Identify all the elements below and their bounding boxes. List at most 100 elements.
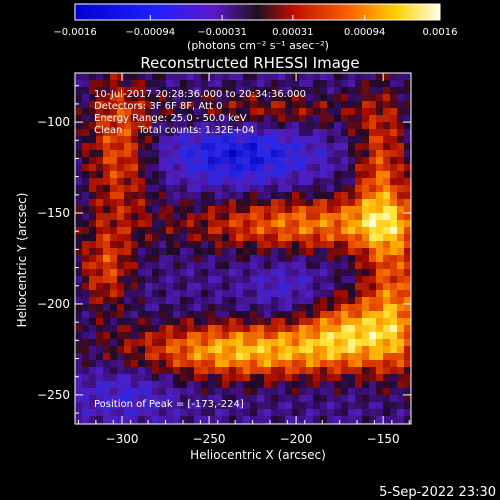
- heatmap-cell: [229, 304, 236, 311]
- heatmap-cell: [299, 304, 306, 311]
- heatmap-cell: [145, 332, 152, 339]
- heatmap-cell: [103, 227, 110, 234]
- heatmap-cell: [334, 206, 341, 213]
- heatmap-cell: [348, 283, 355, 290]
- heatmap-cell: [180, 248, 187, 255]
- heatmap-cell: [201, 416, 208, 423]
- heatmap-cell: [152, 402, 159, 409]
- heatmap-cell: [215, 360, 222, 367]
- heatmap-cell: [173, 318, 180, 325]
- heatmap-cell: [103, 248, 110, 255]
- heatmap-cell: [229, 234, 236, 241]
- heatmap-cell: [306, 192, 313, 199]
- heatmap-cell: [159, 248, 166, 255]
- heatmap-cell: [369, 73, 376, 80]
- heatmap-cell: [152, 206, 159, 213]
- heatmap-cell: [348, 150, 355, 157]
- heatmap-cell: [383, 199, 390, 206]
- heatmap-cell: [124, 248, 131, 255]
- heatmap-cell: [173, 388, 180, 395]
- heatmap-cell: [229, 143, 236, 150]
- heatmap-cell: [173, 276, 180, 283]
- heatmap-cell: [229, 367, 236, 374]
- heatmap-cell: [124, 164, 131, 171]
- heatmap-cell: [152, 311, 159, 318]
- heatmap-cell: [397, 115, 404, 122]
- heatmap-cell: [215, 290, 222, 297]
- heatmap-cell: [138, 206, 145, 213]
- heatmap-cell: [208, 388, 215, 395]
- heatmap-cell: [250, 416, 257, 423]
- heatmap-cell: [250, 157, 257, 164]
- heatmap-cell: [341, 276, 348, 283]
- heatmap-cell: [89, 304, 96, 311]
- heatmap-cell: [236, 255, 243, 262]
- heatmap-cell: [103, 199, 110, 206]
- heatmap-cell: [348, 199, 355, 206]
- heatmap-cell: [369, 136, 376, 143]
- heatmap-cell: [236, 234, 243, 241]
- heatmap-cell: [257, 276, 264, 283]
- heatmap-cell: [138, 213, 145, 220]
- heatmap-cell: [75, 136, 82, 143]
- heatmap-cell: [131, 73, 138, 80]
- heatmap-cell: [75, 101, 82, 108]
- colorbar-tick-label: 0.00094: [344, 27, 385, 38]
- heatmap-cell: [299, 101, 306, 108]
- heatmap-cell: [145, 122, 152, 129]
- heatmap-cell: [110, 388, 117, 395]
- heatmap-cell: [362, 185, 369, 192]
- heatmap-cell: [369, 248, 376, 255]
- heatmap-cell: [257, 108, 264, 115]
- heatmap-cell: [285, 346, 292, 353]
- heatmap-cell: [383, 80, 390, 87]
- heatmap-cell: [229, 395, 236, 402]
- x-tick-label: −200: [280, 432, 313, 446]
- heatmap-cell: [250, 290, 257, 297]
- heatmap-cell: [124, 367, 131, 374]
- heatmap-cell: [390, 325, 397, 332]
- heatmap-cell: [390, 185, 397, 192]
- heatmap-cell: [208, 353, 215, 360]
- heatmap-cell: [292, 143, 299, 150]
- heatmap-cell: [138, 94, 145, 101]
- heatmap-cell: [369, 101, 376, 108]
- heatmap-cell: [117, 164, 124, 171]
- heatmap-cell: [159, 318, 166, 325]
- heatmap-cell: [383, 94, 390, 101]
- heatmap-cell: [75, 115, 82, 122]
- heatmap-cell: [82, 157, 89, 164]
- heatmap-cell: [82, 381, 89, 388]
- heatmap-cell: [145, 402, 152, 409]
- heatmap-cell: [208, 374, 215, 381]
- heatmap-cell: [341, 213, 348, 220]
- heatmap-cell: [194, 353, 201, 360]
- heatmap-cell: [320, 402, 327, 409]
- heatmap-cell: [173, 199, 180, 206]
- heatmap-cell: [208, 332, 215, 339]
- heatmap-cell: [355, 290, 362, 297]
- heatmap-cell: [334, 395, 341, 402]
- heatmap-cell: [236, 262, 243, 269]
- heatmap-cell: [110, 276, 117, 283]
- heatmap-cell: [180, 108, 187, 115]
- heatmap-cell: [341, 304, 348, 311]
- heatmap-cell: [117, 269, 124, 276]
- heatmap-cell: [117, 122, 124, 129]
- heatmap-cell: [152, 374, 159, 381]
- heatmap-cell: [180, 178, 187, 185]
- heatmap-cell: [159, 395, 166, 402]
- heatmap-cell: [173, 129, 180, 136]
- heatmap-cell: [404, 115, 411, 122]
- heatmap-cell: [194, 234, 201, 241]
- x-tick-label: −250: [193, 432, 226, 446]
- heatmap-cell: [75, 325, 82, 332]
- heatmap-cell: [313, 80, 320, 87]
- heatmap-cell: [397, 325, 404, 332]
- heatmap-cell: [173, 255, 180, 262]
- heatmap-cell: [390, 290, 397, 297]
- heatmap-cell: [348, 178, 355, 185]
- heatmap-cell: [124, 192, 131, 199]
- heatmap-cell: [194, 318, 201, 325]
- heatmap-cell: [341, 206, 348, 213]
